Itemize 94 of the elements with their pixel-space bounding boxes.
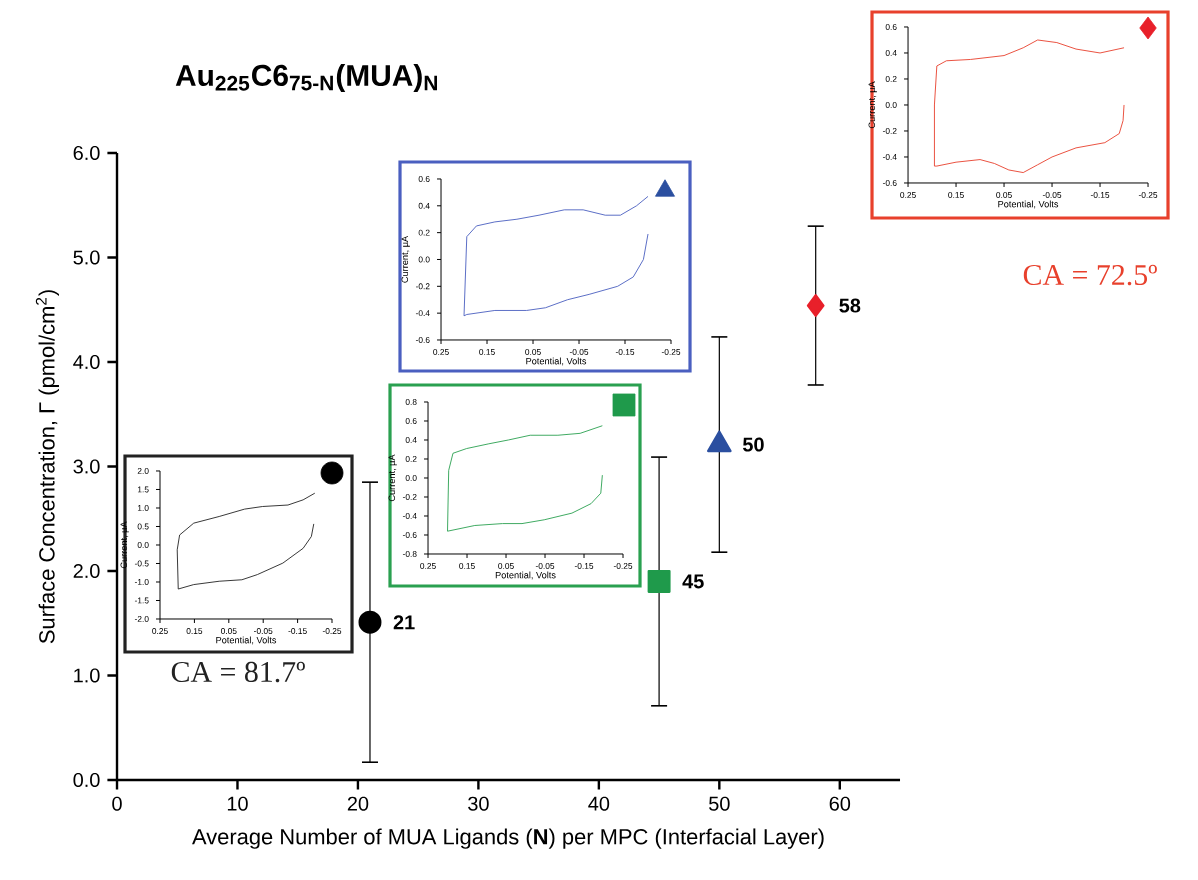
y-tick-label: -2.0 [134,616,149,622]
y-tick-label: 0.4 [418,202,430,209]
y-tick-label: 0.6 [405,418,417,424]
x-tick-label: 0.15 [459,563,475,569]
chart-title: Au$_{225}$C6$_{75-N}$(MUA)$_{N}$ [175,64,438,92]
x-tick-label: -0.05 [1042,192,1062,198]
y-tick-label: 6.0 [73,145,100,161]
x-tick-label: -0.15 [288,628,307,634]
x-tick-label: -0.25 [661,349,681,355]
y-tick-label: -0.4 [402,513,417,519]
point [647,569,671,593]
y-tick-label: 0.0 [73,772,100,788]
x-tick-label: -0.05 [569,349,589,355]
line-series [933,39,1125,174]
y-tick-label: 1.0 [74,668,100,683]
y-tick-label: -0.2 [402,494,417,500]
y-tick-label: 0.2 [418,229,430,236]
y-tick-label: 5.0 [73,250,100,265]
x-axis-title: Potential, Volts [998,200,1059,209]
y-tick-label: 4.0 [73,354,100,370]
x-axis-title: Potential, Volts [495,571,556,580]
x-tick-label: 0.15 [186,628,203,634]
line-series [463,195,649,317]
y-tick-label: 1.0 [137,505,149,511]
annotation: 58 [839,298,861,313]
y-tick-label: 0.5 [137,523,149,530]
text: CA = 72.5º [1023,264,1157,286]
x-tick-label: 0.15 [948,192,964,198]
x-tick-label: 30 [468,796,489,811]
x-tick-label: 0.25 [152,628,168,634]
x-tick-label: -0.25 [1138,192,1158,198]
x-tick-label: 0.05 [996,192,1012,198]
x-tick-label: 0.15 [479,349,495,355]
y-tick-label: 1.5 [137,486,149,493]
x-tick-label: 50 [709,796,730,811]
y-tick-label: -1.5 [134,597,149,604]
line-series [176,492,316,590]
y-tick-label: 0.0 [885,102,897,108]
y-tick-label: 0.6 [418,176,430,182]
x-tick-label: 20 [347,796,369,811]
x-tick-label: -0.05 [254,628,273,634]
annotation: 50 [742,437,764,452]
y-tick-label: -0.2 [415,283,430,290]
x-tick-label: 0.05 [525,349,541,355]
y-tick-label: 0.4 [405,437,417,443]
line-series [447,425,603,532]
x-tick-label: 0.25 [900,192,916,198]
x-tick-label: 10 [227,796,248,811]
y-tick-label: -0.8 [402,551,417,557]
x-axis-title: Potential, Volts [216,636,277,645]
x-tick-label: -0.15 [615,349,635,355]
y-tick-label: -0.5 [134,560,149,567]
y-tick-label: -0.4 [415,310,430,317]
y-tick-label: -0.6 [415,337,430,343]
y-tick-label: 0.0 [405,475,417,481]
y-axis-title: Current, µA [868,81,877,129]
y-tick-label: -0.4 [882,154,897,160]
y-tick-label: -0.6 [882,180,897,186]
y-tick-label: -1.0 [134,579,149,585]
x-tick-label: -0.15 [574,563,594,569]
annotation: CA = 81.7º [171,661,305,683]
x-tick-label: 0.25 [433,349,449,355]
y-tick-label: -0.6 [402,532,417,538]
y-tick-label: 0.8 [405,399,417,405]
x-tick-label: 0.25 [420,563,436,569]
y-axis-title: Surface Concentration, Γ (pmol/cm$^{2}$) [35,290,59,644]
y-tick-label: 0.0 [137,542,149,548]
y-tick-label: 2.0 [137,468,149,474]
y-axis-title: Current, µA [388,454,397,502]
x-tick-label: 0.05 [220,628,237,634]
x-tick-label: -0.25 [322,628,342,634]
x-tick-label: -0.15 [1090,192,1110,198]
x-axis-title: Potential, Volts [526,357,587,366]
x-tick-label: 40 [588,796,610,811]
annotation: 45 [682,574,704,589]
y-tick-label: 0.0 [418,256,430,263]
x-tick-label: 0.05 [498,563,514,569]
y-tick-label: 2.0 [73,563,100,579]
x-tick-label: -0.05 [535,563,555,569]
x-axis-title: Average Number of MUA Ligands (N) per MPC (Interfacial Layer) [192,828,824,849]
point [806,294,825,318]
point [358,610,382,634]
y-tick-label: -0.2 [882,128,897,134]
annotation: 21 [393,615,415,630]
y-tick-label: 0.2 [405,456,417,462]
x-tick-label: -0.25 [613,563,633,569]
y-tick-label: 0.6 [885,24,897,30]
y-tick-label: 3.0 [73,459,100,474]
x-tick-label: 60 [829,796,851,811]
y-tick-label: 0.2 [885,76,897,82]
y-tick-label: 0.4 [885,50,897,56]
y-axis-title: Current, µA [120,521,129,569]
y-axis-title: Current, µA [401,235,410,283]
x-tick-label: 0 [112,796,122,811]
